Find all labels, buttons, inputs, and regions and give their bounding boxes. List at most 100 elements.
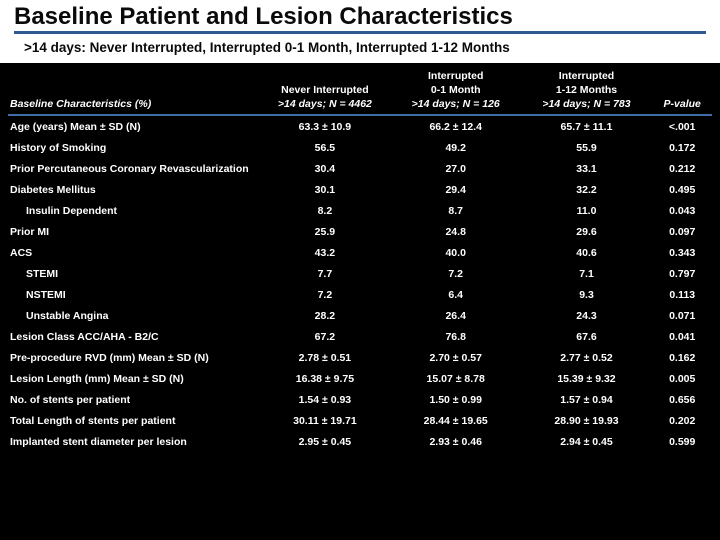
slide-subtitle: >14 days: Never Interrupted, Interrupted… [14,34,706,59]
table-row: Diabetes Mellitus30.129.432.20.495 [8,179,712,200]
cell-interrupted-1-12: 32.2 [521,179,653,200]
cell-interrupted-1-12: 40.6 [521,242,653,263]
cell-interrupted-0-1: 29.4 [391,179,521,200]
row-label: Diabetes Mellitus [8,179,259,200]
row-label: NSTEMI [8,284,259,305]
table-row: Total Length of stents per patient30.11 … [8,410,712,431]
table-body: Age (years) Mean ± SD (N)63.3 ± 10.966.2… [8,115,712,452]
cell-interrupted-0-1: 1.50 ± 0.99 [391,389,521,410]
table-row: STEMI7.77.27.10.797 [8,263,712,284]
row-label: Pre-procedure RVD (mm) Mean ± SD (N) [8,347,259,368]
col1-header-line1: Never Interrupted [259,83,391,97]
table-row: NSTEMI7.26.49.30.113 [8,284,712,305]
cell-interrupted-1-12: 65.7 ± 11.1 [521,115,653,137]
cell-interrupted-0-1: 27.0 [391,158,521,179]
cell-never-interrupted: 1.54 ± 0.93 [259,389,391,410]
slide-title: Baseline Patient and Lesion Characterist… [14,4,706,34]
cell-never-interrupted: 63.3 ± 10.9 [259,115,391,137]
cell-interrupted-1-12: 29.6 [521,221,653,242]
cell-never-interrupted: 2.78 ± 0.51 [259,347,391,368]
row-label: Implanted stent diameter per lesion [8,431,259,452]
cell-never-interrupted: 2.95 ± 0.45 [259,431,391,452]
cell-interrupted-0-1: 2.70 ± 0.57 [391,347,521,368]
title-area: Baseline Patient and Lesion Characterist… [0,0,720,61]
row-label: History of Smoking [8,137,259,158]
table-row: Unstable Angina28.226.424.30.071 [8,305,712,326]
cell-p-value: <.001 [652,115,712,137]
col4-header: P-value [652,97,712,115]
row-label: Lesion Length (mm) Mean ± SD (N) [8,368,259,389]
cell-p-value: 0.041 [652,326,712,347]
row-label: Prior MI [8,221,259,242]
cell-p-value: 0.495 [652,179,712,200]
cell-p-value: 0.599 [652,431,712,452]
row-label: Prior Percutaneous Coronary Revasculariz… [8,158,259,179]
col3-header-n: >14 days; N = 783 [521,97,653,115]
cell-never-interrupted: 56.5 [259,137,391,158]
row-label-header: Baseline Characteristics (%) [8,97,259,115]
row-label: ACS [8,242,259,263]
cell-never-interrupted: 30.1 [259,179,391,200]
cell-never-interrupted: 8.2 [259,200,391,221]
row-label: Lesion Class ACC/AHA - B2/C [8,326,259,347]
cell-p-value: 0.113 [652,284,712,305]
cell-interrupted-1-12: 24.3 [521,305,653,326]
cell-p-value: 0.797 [652,263,712,284]
cell-interrupted-0-1: 8.7 [391,200,521,221]
cell-interrupted-1-12: 9.3 [521,284,653,305]
cell-interrupted-1-12: 11.0 [521,200,653,221]
cell-interrupted-1-12: 2.94 ± 0.45 [521,431,653,452]
table-row: Age (years) Mean ± SD (N)63.3 ± 10.966.2… [8,115,712,137]
col1-header-n: >14 days; N = 4462 [259,97,391,115]
cell-interrupted-0-1: 40.0 [391,242,521,263]
cell-never-interrupted: 25.9 [259,221,391,242]
row-label: Unstable Angina [8,305,259,326]
table-row: ACS43.240.040.60.343 [8,242,712,263]
row-label: No. of stents per patient [8,389,259,410]
cell-never-interrupted: 7.2 [259,284,391,305]
cell-p-value: 0.656 [652,389,712,410]
table-row: Prior MI25.924.829.60.097 [8,221,712,242]
table-row: Pre-procedure RVD (mm) Mean ± SD (N)2.78… [8,347,712,368]
cell-interrupted-1-12: 67.6 [521,326,653,347]
cell-interrupted-0-1: 66.2 ± 12.4 [391,115,521,137]
cell-interrupted-0-1: 28.44 ± 19.65 [391,410,521,431]
cell-never-interrupted: 30.11 ± 19.71 [259,410,391,431]
row-label: Age (years) Mean ± SD (N) [8,115,259,137]
baseline-characteristics-table: Interrupted Interrupted Never Interrupte… [8,69,712,452]
cell-interrupted-1-12: 33.1 [521,158,653,179]
cell-never-interrupted: 16.38 ± 9.75 [259,368,391,389]
table-row: Prior Percutaneous Coronary Revasculariz… [8,158,712,179]
table-row: Lesion Length (mm) Mean ± SD (N)16.38 ± … [8,368,712,389]
row-label: Total Length of stents per patient [8,410,259,431]
cell-p-value: 0.071 [652,305,712,326]
cell-never-interrupted: 28.2 [259,305,391,326]
cell-interrupted-0-1: 76.8 [391,326,521,347]
cell-p-value: 0.172 [652,137,712,158]
table-row: Implanted stent diameter per lesion2.95 … [8,431,712,452]
table-row: Lesion Class ACC/AHA - B2/C67.276.867.60… [8,326,712,347]
col2-header-line1: Interrupted [391,69,521,83]
col3-header-line2: 1-12 Months [521,83,653,97]
cell-interrupted-1-12: 55.9 [521,137,653,158]
cell-interrupted-0-1: 2.93 ± 0.46 [391,431,521,452]
cell-interrupted-0-1: 6.4 [391,284,521,305]
cell-interrupted-1-12: 1.57 ± 0.94 [521,389,653,410]
cell-never-interrupted: 67.2 [259,326,391,347]
col2-header-n: >14 days; N = 126 [391,97,521,115]
row-label: STEMI [8,263,259,284]
cell-p-value: 0.212 [652,158,712,179]
cell-interrupted-0-1: 7.2 [391,263,521,284]
cell-interrupted-1-12: 15.39 ± 9.32 [521,368,653,389]
cell-interrupted-0-1: 26.4 [391,305,521,326]
col2-header-line2: 0-1 Month [391,83,521,97]
cell-p-value: 0.343 [652,242,712,263]
cell-p-value: 0.162 [652,347,712,368]
cell-interrupted-1-12: 2.77 ± 0.52 [521,347,653,368]
cell-never-interrupted: 43.2 [259,242,391,263]
table-container: Interrupted Interrupted Never Interrupte… [0,63,720,540]
cell-interrupted-1-12: 28.90 ± 19.93 [521,410,653,431]
table-header: Interrupted Interrupted Never Interrupte… [8,69,712,115]
cell-interrupted-0-1: 15.07 ± 8.78 [391,368,521,389]
cell-p-value: 0.005 [652,368,712,389]
